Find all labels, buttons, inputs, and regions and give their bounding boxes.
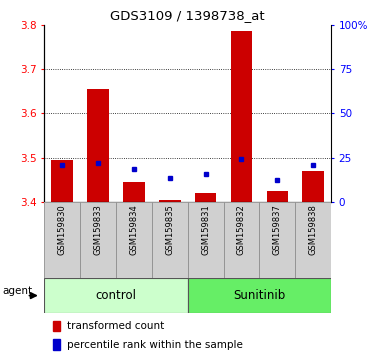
Text: Sunitinib: Sunitinib <box>233 289 286 302</box>
Bar <box>116 202 152 278</box>
Text: GSM159838: GSM159838 <box>309 204 318 255</box>
Text: GSM159833: GSM159833 <box>94 204 102 255</box>
Bar <box>159 200 181 202</box>
Text: GSM159834: GSM159834 <box>129 204 139 255</box>
Bar <box>87 89 109 202</box>
Bar <box>224 202 259 278</box>
Bar <box>53 339 60 350</box>
Text: GSM159837: GSM159837 <box>273 204 282 255</box>
Text: GSM159831: GSM159831 <box>201 204 210 255</box>
Bar <box>188 278 331 313</box>
Text: percentile rank within the sample: percentile rank within the sample <box>67 339 243 350</box>
Bar <box>231 32 252 202</box>
Bar <box>80 202 116 278</box>
Bar <box>123 182 145 202</box>
Bar <box>295 202 331 278</box>
Title: GDS3109 / 1398738_at: GDS3109 / 1398738_at <box>110 9 265 22</box>
Bar <box>188 202 224 278</box>
Text: GSM159835: GSM159835 <box>165 204 174 255</box>
Bar <box>152 202 188 278</box>
Text: GSM159832: GSM159832 <box>237 204 246 255</box>
Bar <box>44 202 80 278</box>
Bar <box>52 160 73 202</box>
Text: agent: agent <box>2 286 32 296</box>
Bar <box>195 193 216 202</box>
Bar <box>259 202 295 278</box>
Text: GSM159830: GSM159830 <box>58 204 67 255</box>
Bar <box>53 320 60 331</box>
Bar <box>303 171 324 202</box>
Bar <box>266 191 288 202</box>
Bar <box>44 278 188 313</box>
Text: transformed count: transformed count <box>67 321 164 331</box>
Text: control: control <box>95 289 136 302</box>
